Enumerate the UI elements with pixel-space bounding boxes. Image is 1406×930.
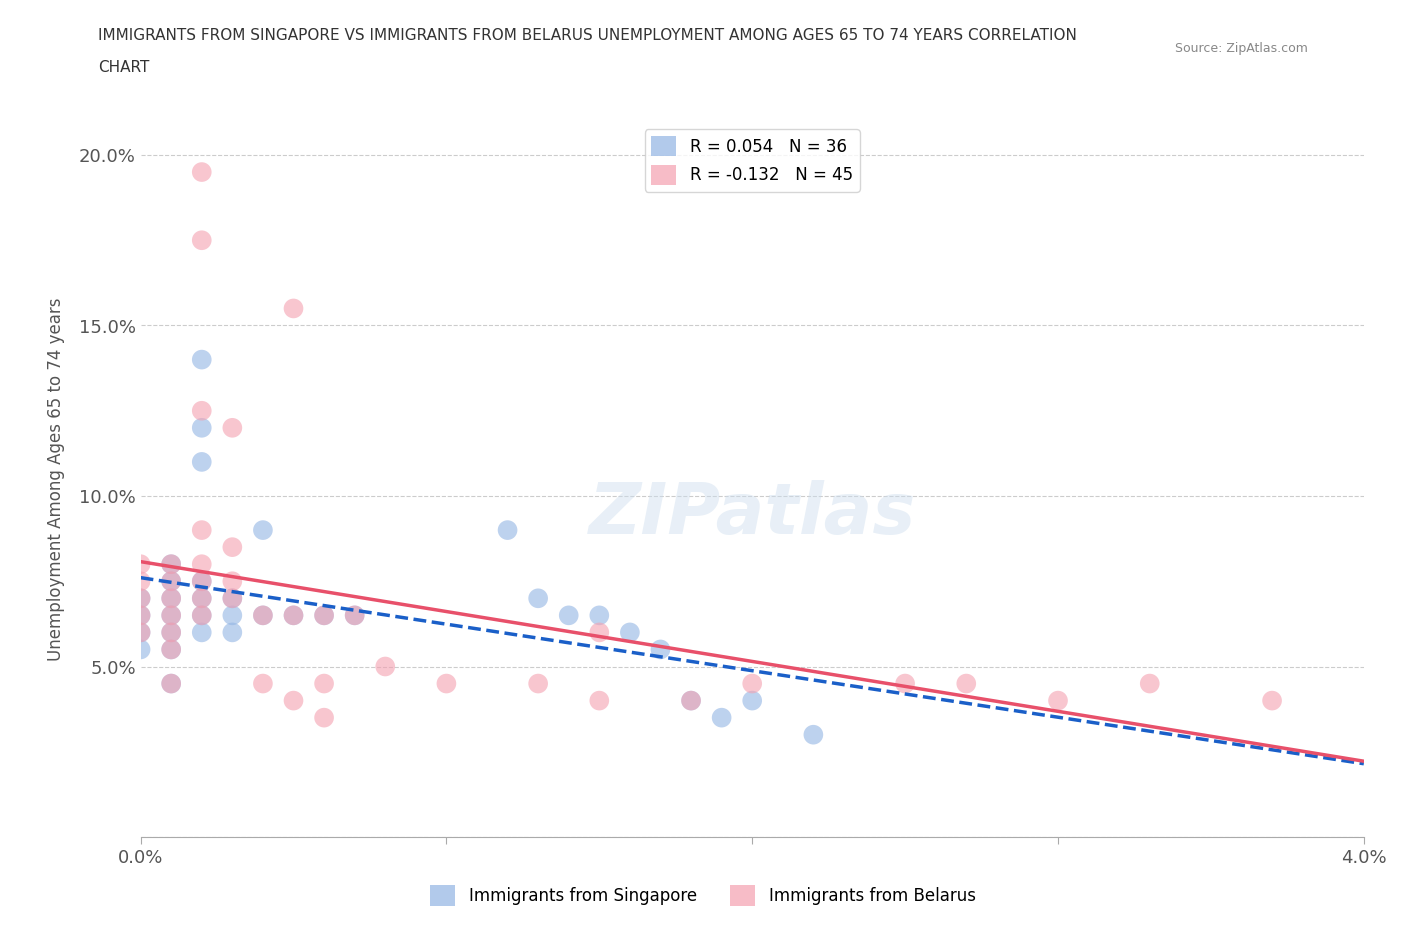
Point (252, 608, 274, 623)
Point (129, 625, 152, 640)
Point (283, 693, 305, 708)
Point (312, 608, 335, 623)
Point (221, 591, 243, 605)
Point (374, 659, 396, 674)
Point (588, 625, 610, 640)
Point (252, 523, 274, 538)
Point (741, 676, 763, 691)
Point (1139, 676, 1161, 691)
Point (160, 557, 183, 572)
Point (221, 591, 243, 605)
Point (191, 232, 214, 247)
Text: IMMIGRANTS FROM SINGAPORE VS IMMIGRANTS FROM BELARUS UNEMPLOYMENT AMONG AGES 65 : IMMIGRANTS FROM SINGAPORE VS IMMIGRANTS … (98, 28, 1077, 43)
Legend: Immigrants from Singapore, Immigrants from Belarus: Immigrants from Singapore, Immigrants fr… (423, 879, 983, 912)
Point (160, 642, 183, 657)
Point (955, 676, 977, 691)
Point (221, 420, 243, 435)
Point (191, 404, 214, 418)
Point (191, 420, 214, 435)
Point (191, 608, 214, 623)
Point (1046, 693, 1069, 708)
Point (160, 608, 183, 623)
Point (650, 642, 672, 657)
Point (160, 557, 183, 572)
Point (588, 608, 610, 623)
Point (312, 711, 335, 725)
Text: Source: ZipAtlas.com: Source: ZipAtlas.com (1174, 42, 1308, 55)
Point (1261, 693, 1284, 708)
Point (312, 676, 335, 691)
Point (496, 523, 519, 538)
Point (129, 608, 152, 623)
Point (894, 676, 917, 691)
Point (160, 591, 183, 605)
Point (343, 608, 366, 623)
Point (191, 352, 214, 367)
Point (312, 608, 335, 623)
Point (557, 608, 581, 623)
Y-axis label: Unemployment Among Ages 65 to 74 years: Unemployment Among Ages 65 to 74 years (46, 298, 65, 660)
Point (527, 591, 550, 605)
Point (252, 608, 274, 623)
Point (710, 711, 733, 725)
Point (221, 539, 243, 554)
Point (283, 301, 305, 316)
Point (160, 574, 183, 589)
Point (191, 591, 214, 605)
Point (221, 608, 243, 623)
Point (681, 693, 703, 708)
Point (681, 693, 703, 708)
Point (191, 557, 214, 572)
Point (160, 676, 183, 691)
Point (129, 574, 152, 589)
Legend: R = 0.054   N = 36, R = -0.132   N = 45: R = 0.054 N = 36, R = -0.132 N = 45 (645, 129, 859, 192)
Point (741, 693, 763, 708)
Point (191, 608, 214, 623)
Point (160, 625, 183, 640)
Point (588, 693, 610, 708)
Point (191, 165, 214, 179)
Point (191, 574, 214, 589)
Point (252, 676, 274, 691)
Point (436, 676, 458, 691)
Point (191, 625, 214, 640)
Point (129, 591, 152, 605)
Point (221, 574, 243, 589)
Point (619, 625, 641, 640)
Point (527, 676, 550, 691)
Point (160, 591, 183, 605)
Point (343, 608, 366, 623)
Point (160, 642, 183, 657)
Text: CHART: CHART (98, 60, 150, 75)
Point (283, 608, 305, 623)
Point (160, 676, 183, 691)
Point (283, 608, 305, 623)
Point (160, 608, 183, 623)
Point (160, 574, 183, 589)
Point (129, 591, 152, 605)
Point (129, 608, 152, 623)
Point (801, 727, 824, 742)
Text: ZIPatlas: ZIPatlas (589, 480, 915, 550)
Point (221, 625, 243, 640)
Point (191, 574, 214, 589)
Point (191, 591, 214, 605)
Point (129, 625, 152, 640)
Point (129, 642, 152, 657)
Point (129, 557, 152, 572)
Point (160, 625, 183, 640)
Point (191, 455, 214, 470)
Point (191, 523, 214, 538)
